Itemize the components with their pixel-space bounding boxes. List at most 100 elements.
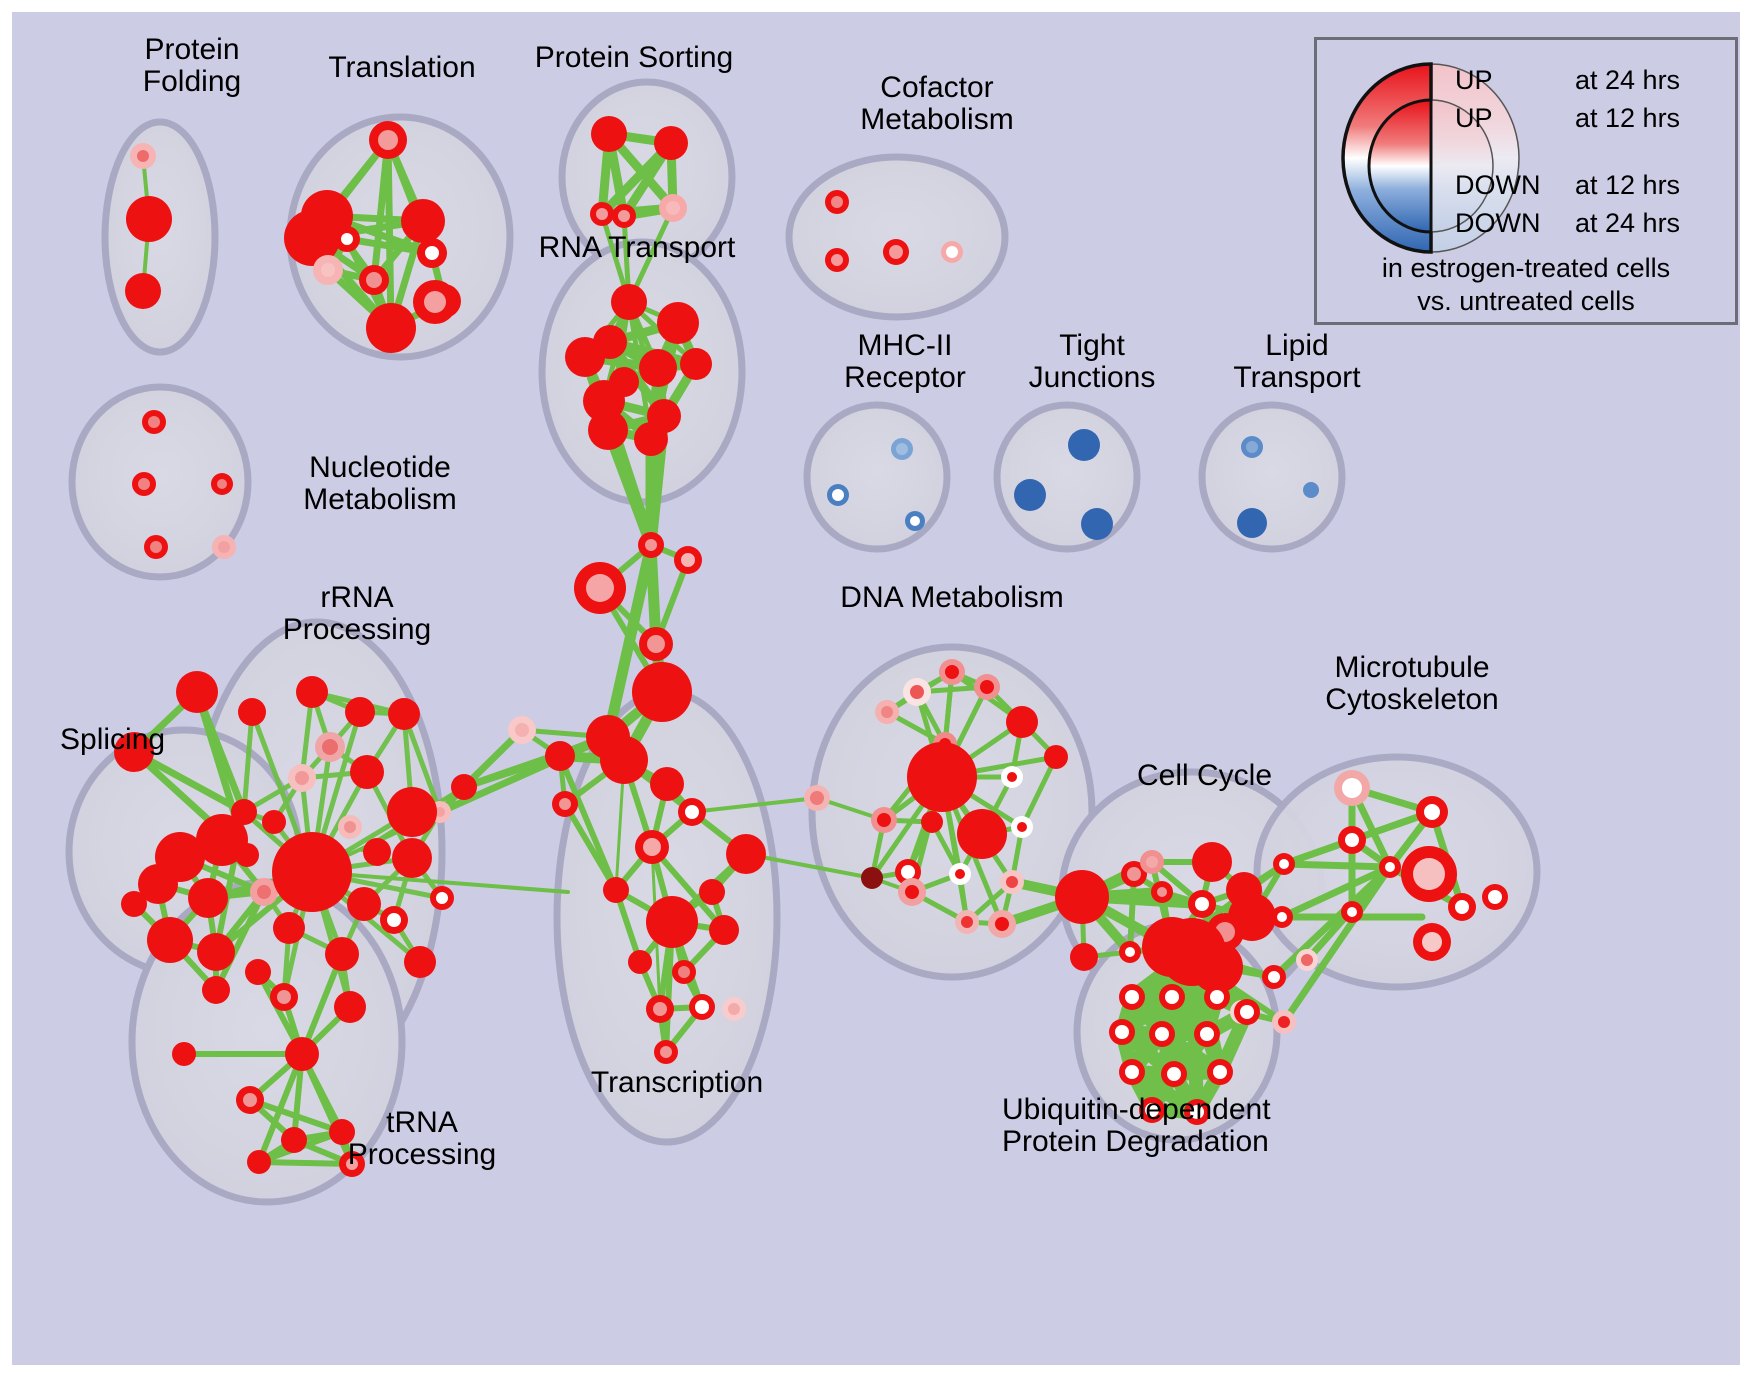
cluster-label-nucleotide-metabolism: Nucleotide Metabolism: [303, 451, 457, 517]
node: [401, 199, 445, 243]
node: [329, 1119, 355, 1145]
node: [611, 284, 647, 320]
node: [891, 438, 913, 460]
node: [142, 410, 166, 434]
node: [726, 834, 766, 874]
node: [635, 830, 669, 864]
cluster-label-translation: Translation: [328, 51, 476, 84]
node: [366, 303, 416, 353]
node: [1241, 436, 1263, 458]
legend-label-up-12: UP: [1455, 103, 1493, 133]
legend-time-down-24: at 24 hrs: [1575, 208, 1681, 238]
node: [689, 994, 715, 1020]
node: [196, 814, 248, 866]
node: [804, 785, 830, 811]
node: [262, 810, 286, 834]
node: [593, 325, 627, 359]
node: [132, 472, 156, 496]
cluster-label-dna-metabolism: DNA Metabolism: [840, 581, 1064, 614]
node: [659, 194, 687, 222]
node: [941, 241, 963, 263]
node: [1068, 429, 1100, 461]
node: [339, 1151, 365, 1177]
node: [672, 960, 696, 984]
node: [612, 204, 636, 228]
node: [273, 912, 305, 944]
node: [1001, 766, 1023, 788]
node: [1006, 706, 1038, 738]
node: [1273, 853, 1295, 875]
legend-label-down-24: DOWN: [1455, 208, 1541, 238]
node: [1014, 479, 1046, 511]
cluster-label-rrna-processing: rRNA Processing: [282, 581, 432, 647]
node: [609, 367, 639, 397]
node: [1204, 984, 1230, 1010]
node: [632, 662, 692, 722]
node: [939, 659, 965, 685]
node: [197, 933, 235, 971]
node: [678, 798, 706, 826]
node: [272, 832, 352, 912]
node: [114, 732, 154, 772]
node: [245, 959, 271, 985]
node: [313, 255, 343, 285]
node: [1303, 482, 1319, 498]
node: [338, 815, 362, 839]
node: [1119, 1059, 1145, 1085]
node: [284, 210, 340, 266]
node: [392, 838, 432, 878]
node: [144, 535, 168, 559]
node: [699, 879, 725, 905]
node: [288, 764, 316, 792]
node: [334, 226, 360, 252]
cluster-label-cell-cycle: Cell Cycle: [1136, 759, 1273, 792]
node: [1416, 796, 1448, 828]
node: [588, 410, 628, 450]
node: [628, 950, 652, 974]
node: [212, 535, 236, 559]
node: [315, 732, 345, 762]
node: [1151, 881, 1173, 903]
node: [1149, 1021, 1175, 1047]
node: [1207, 1059, 1233, 1085]
node: [1070, 943, 1098, 971]
legend-inner-ring-12hr: [1367, 98, 1433, 234]
node: [211, 473, 233, 495]
node: [949, 863, 971, 885]
node: [903, 678, 931, 706]
network-svg: [65, 78, 1541, 1206]
node: [861, 867, 883, 889]
cluster-label-splicing: Splicing: [60, 723, 166, 756]
node: [955, 910, 979, 934]
legend-time-up-24: at 24 hrs: [1575, 65, 1681, 95]
legend-time-down-12: at 12 hrs: [1575, 170, 1681, 200]
node: [674, 546, 702, 574]
node: [883, 239, 909, 265]
cluster-label-rna-transport: RNA Transport: [538, 231, 736, 264]
cluster-label-cofactor-metabolism: Cofactor Metabolism: [860, 71, 1014, 137]
node: [957, 809, 1007, 859]
cluster-label-mhc-ii-receptor: MHC-II Receptor: [844, 329, 966, 395]
node: [1055, 870, 1109, 924]
node: [905, 511, 925, 531]
node: [590, 202, 614, 226]
node: [1194, 1021, 1220, 1047]
node: [334, 991, 366, 1023]
cluster-label-protein-sorting: Protein Sorting: [534, 41, 734, 74]
node: [875, 700, 899, 724]
node: [1000, 870, 1024, 894]
node: [680, 348, 712, 380]
node: [1139, 1097, 1165, 1123]
legend-footnote-line2: vs. untreated cells: [1417, 286, 1635, 316]
node: [281, 1127, 307, 1153]
legend-footnote-line1: in estrogen-treated cells: [1381, 253, 1671, 283]
node: [121, 891, 147, 917]
node: [988, 910, 1016, 938]
node: [646, 896, 698, 948]
node: [130, 143, 156, 169]
node: [1011, 816, 1033, 838]
node: [413, 280, 457, 324]
node: [404, 946, 436, 978]
node: [1338, 826, 1366, 854]
